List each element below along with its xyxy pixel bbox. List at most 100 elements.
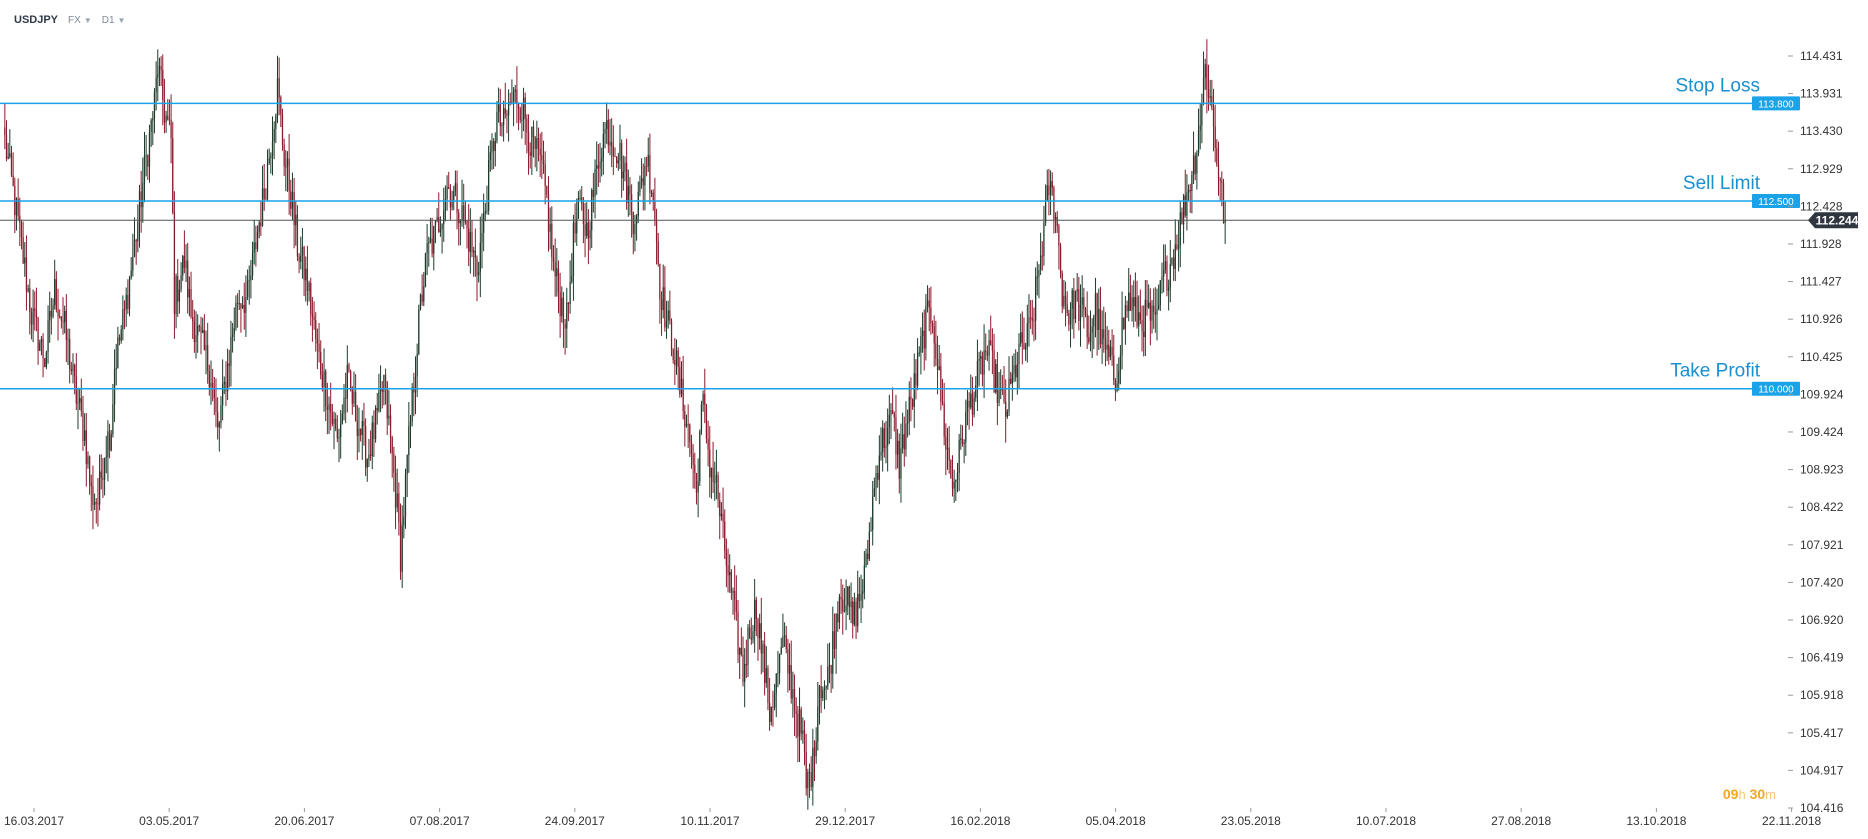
time-axis[interactable]: 16.03.2017 03.05.2017 20.06.2017 07.08.2017… [4,808,1822,828]
candle [463,183,465,229]
take-profit-price-tag[interactable] [1752,381,1800,396]
market-label: FX [68,14,81,26]
candle [602,122,604,175]
candle [1174,219,1176,282]
candle [986,345,989,362]
market-selector[interactable]: FX ▼ [68,15,92,26]
candle [1143,305,1145,357]
candle [305,256,307,302]
candle [34,291,36,331]
candle [245,275,247,337]
y-tick-label: 112.428 [1800,199,1843,213]
candle [454,170,457,197]
candle [644,157,646,211]
timeframe-selector[interactable]: D1 ▼ [102,15,126,26]
candle [870,517,872,532]
candle [1088,315,1090,345]
candle [293,177,295,249]
candle [624,156,626,182]
candle [1201,93,1203,144]
candle [561,286,563,323]
candle [652,189,654,211]
candle [521,103,523,139]
symbol-label[interactable]: USDJPY [14,14,59,26]
candle [388,390,390,426]
x-tick-label: 22.11.2018 [1762,814,1821,828]
candle [421,274,423,306]
candle [499,89,501,137]
candle [911,398,914,410]
candle [640,158,643,189]
candle [805,733,807,796]
candle [137,204,139,253]
candle [230,320,232,387]
candle [283,138,285,176]
y-tick-label: 110.926 [1800,312,1843,326]
candle [762,640,764,673]
candle [901,412,904,454]
candle [847,586,849,616]
candle [1151,300,1153,334]
candle [1098,288,1100,351]
candle [885,421,887,464]
y-tick-label: 104.917 [1800,763,1844,777]
candle [682,355,684,420]
candle [180,262,182,293]
candle [364,418,367,477]
candle [830,664,832,693]
candle [1108,329,1110,365]
candle [1148,284,1150,309]
candle [594,159,596,219]
sell-limit-price-tag[interactable] [1752,193,1800,208]
candle [980,350,982,375]
candle [1051,172,1053,196]
candle [256,225,259,252]
candle [916,338,919,391]
candle [318,323,320,363]
candle [765,646,767,688]
price-axis[interactable]: 114.431 113.931 113.430 112.929 112.428 111.9… [1788,49,1844,815]
candles-layer [4,39,1226,810]
candle [802,717,804,744]
candle [665,300,668,339]
candle [374,405,377,443]
candle [532,120,535,158]
candle [778,653,781,685]
candle [592,172,595,213]
candle [103,457,106,496]
sell-limit-price-label: 112.500 [1758,197,1794,208]
take-profit-annotation: Take Profit [1670,361,1760,382]
candle [1023,317,1025,350]
candle [793,674,796,737]
candle [724,509,726,559]
candle [892,387,894,415]
candle [772,690,774,727]
candle [925,294,927,361]
candle [1008,356,1010,417]
x-tick-label: 03.05.2017 [139,814,199,828]
candle [170,94,172,164]
stop-loss-price-tag[interactable] [1752,96,1800,111]
candle [187,242,189,314]
y-tick-label: 114.431 [1800,49,1843,63]
candle [742,636,744,687]
candle [687,404,689,448]
candle [207,322,209,384]
candle [88,455,91,495]
candle [1192,131,1195,184]
candle [1064,281,1067,327]
candle [145,135,147,177]
candle [107,420,109,482]
candle [963,439,965,464]
candle [1113,334,1115,386]
candle [576,198,578,247]
candle [118,334,121,346]
candle [1099,286,1102,349]
candle [326,382,329,435]
candle [732,587,734,615]
candle [965,399,967,456]
candle [579,189,581,201]
candle [464,200,466,225]
